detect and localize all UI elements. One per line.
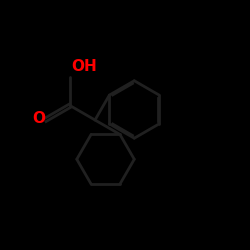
Text: OH: OH — [71, 59, 97, 74]
Text: O: O — [32, 111, 46, 126]
